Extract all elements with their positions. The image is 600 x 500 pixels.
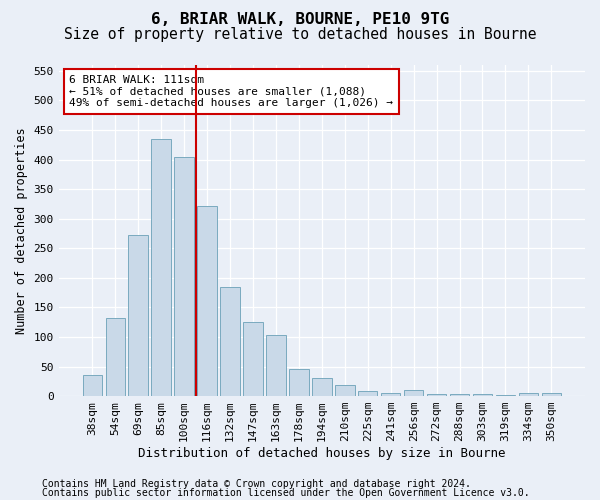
Bar: [381, 393, 400, 396]
Bar: [175, 156, 194, 396]
Bar: [450, 394, 469, 396]
Bar: [358, 392, 377, 396]
Bar: [197, 206, 217, 396]
Bar: [220, 288, 240, 396]
Bar: [542, 392, 561, 396]
Bar: [151, 139, 171, 396]
Bar: [106, 318, 125, 396]
Bar: [427, 394, 446, 396]
Text: Size of property relative to detached houses in Bourne: Size of property relative to detached ho…: [64, 28, 536, 42]
Text: Contains HM Land Registry data © Crown copyright and database right 2024.: Contains HM Land Registry data © Crown c…: [42, 479, 471, 489]
X-axis label: Distribution of detached houses by size in Bourne: Distribution of detached houses by size …: [138, 447, 506, 460]
Y-axis label: Number of detached properties: Number of detached properties: [15, 127, 28, 334]
Bar: [128, 236, 148, 396]
Bar: [335, 386, 355, 396]
Bar: [83, 376, 102, 396]
Text: 6, BRIAR WALK, BOURNE, PE10 9TG: 6, BRIAR WALK, BOURNE, PE10 9TG: [151, 12, 449, 28]
Bar: [518, 392, 538, 396]
Bar: [404, 390, 424, 396]
Text: Contains public sector information licensed under the Open Government Licence v3: Contains public sector information licen…: [42, 488, 530, 498]
Bar: [473, 394, 492, 396]
Bar: [496, 395, 515, 396]
Bar: [312, 378, 332, 396]
Bar: [289, 370, 308, 396]
Bar: [266, 334, 286, 396]
Text: 6 BRIAR WALK: 111sqm
← 51% of detached houses are smaller (1,088)
49% of semi-de: 6 BRIAR WALK: 111sqm ← 51% of detached h…: [69, 75, 393, 108]
Bar: [243, 322, 263, 396]
